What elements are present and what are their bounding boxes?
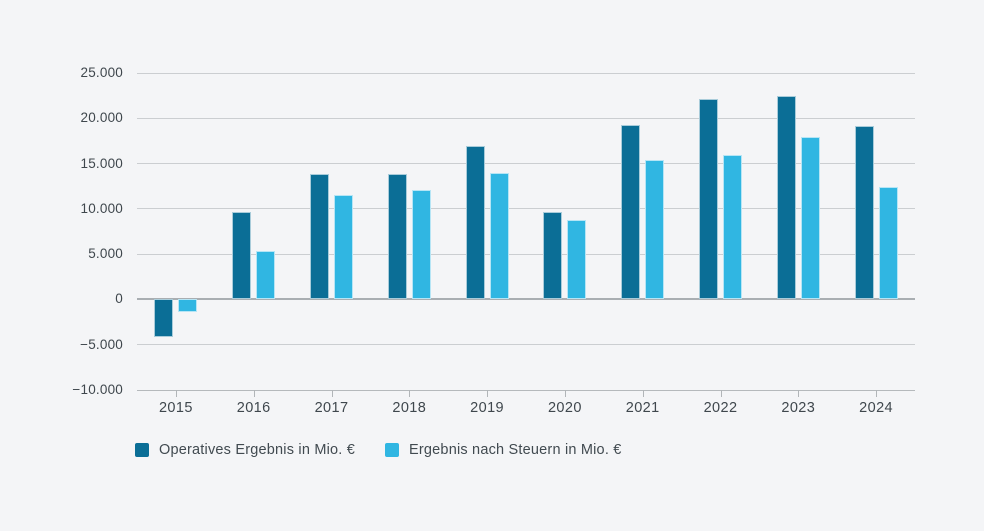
x-axis-label-2021: 2021 — [625, 400, 660, 416]
bar-ergebnis-nach-steuern-2015[interactable] — [178, 299, 198, 313]
bar-operatives-ergebnis-2018[interactable] — [387, 173, 407, 300]
bar-operatives-ergebnis-2024[interactable] — [854, 126, 874, 300]
bar-operatives-ergebnis-2017[interactable] — [310, 174, 329, 300]
bar-operatives-ergebnis-2020[interactable] — [543, 211, 563, 300]
bar-ergebnis-nach-steuern-2016[interactable] — [256, 250, 276, 300]
x-axis-label-2022: 2022 — [703, 400, 738, 416]
x-axis-label-2024: 2024 — [859, 400, 894, 416]
x-axis-line — [137, 389, 915, 391]
x-axis-tick — [564, 390, 566, 397]
y-axis-label: 15.000 — [80, 155, 123, 171]
bar-operatives-ergebnis-2023[interactable] — [776, 95, 796, 300]
legend-swatch-operatives-ergebnis — [135, 443, 149, 457]
x-axis-label-2019: 2019 — [470, 400, 505, 416]
x-axis-tick — [409, 390, 411, 397]
x-axis-tick — [798, 390, 800, 397]
x-axis-label-2017: 2017 — [314, 400, 349, 416]
legend: Operatives Ergebnis in Mio. € Ergebnis n… — [135, 442, 622, 458]
bar-operatives-ergebnis-2016[interactable] — [232, 212, 252, 300]
y-axis-label: 0 — [115, 291, 123, 307]
y-axis-label: 25.000 — [80, 65, 123, 80]
bar-operatives-ergebnis-2019[interactable] — [465, 146, 485, 300]
gridline — [137, 253, 915, 255]
gridline — [137, 72, 915, 74]
x-axis-label-2015: 2015 — [158, 400, 193, 416]
y-axis-label: −5.000 — [80, 336, 123, 352]
bar-operatives-ergebnis-2022[interactable] — [699, 99, 718, 300]
y-axis-label: 10.000 — [80, 200, 123, 216]
legend-label-ergebnis-nach-steuern: Ergebnis nach Steuern in Mio. € — [409, 442, 622, 458]
legend-label-operatives-ergebnis: Operatives Ergebnis in Mio. € — [159, 442, 355, 458]
y-axis-label: −10.000 — [72, 382, 123, 397]
y-axis-label: 20.000 — [80, 110, 123, 126]
x-axis-label-2023: 2023 — [781, 400, 816, 416]
gridline — [137, 163, 915, 165]
bar-ergebnis-nach-steuern-2017[interactable] — [334, 195, 353, 300]
bar-ergebnis-nach-steuern-2021[interactable] — [645, 159, 665, 300]
bar-ergebnis-nach-steuern-2024[interactable] — [878, 187, 898, 300]
bar-ergebnis-nach-steuern-2019[interactable] — [489, 172, 509, 300]
x-axis-tick — [876, 390, 878, 397]
legend-swatch-ergebnis-nach-steuern — [385, 443, 399, 457]
bar-ergebnis-nach-steuern-2020[interactable] — [567, 219, 587, 300]
x-axis-tick — [253, 390, 255, 397]
bar-ergebnis-nach-steuern-2018[interactable] — [411, 189, 431, 300]
gridline — [137, 208, 915, 210]
bar-operatives-ergebnis-2015[interactable] — [154, 299, 174, 337]
x-axis-tick — [331, 390, 333, 397]
x-axis-label-2018: 2018 — [392, 400, 427, 416]
x-axis-tick — [487, 390, 489, 397]
x-axis-tick — [175, 390, 177, 397]
bar-ergebnis-nach-steuern-2022[interactable] — [723, 155, 742, 300]
gridline — [137, 117, 915, 119]
legend-item-operatives-ergebnis[interactable]: Operatives Ergebnis in Mio. € — [135, 442, 355, 458]
plot-area — [137, 72, 915, 391]
gridline — [137, 344, 915, 346]
x-axis-label-2016: 2016 — [236, 400, 271, 416]
x-axis-label-2020: 2020 — [547, 400, 582, 416]
x-axis-tick — [720, 390, 722, 397]
legend-item-ergebnis-nach-steuern[interactable]: Ergebnis nach Steuern in Mio. € — [385, 442, 622, 458]
y-axis-label: 5.000 — [88, 246, 123, 262]
x-axis-tick — [642, 390, 644, 397]
bar-operatives-ergebnis-2021[interactable] — [621, 124, 641, 300]
zero-gridline — [137, 298, 915, 301]
bar-ergebnis-nach-steuern-2023[interactable] — [800, 137, 820, 300]
